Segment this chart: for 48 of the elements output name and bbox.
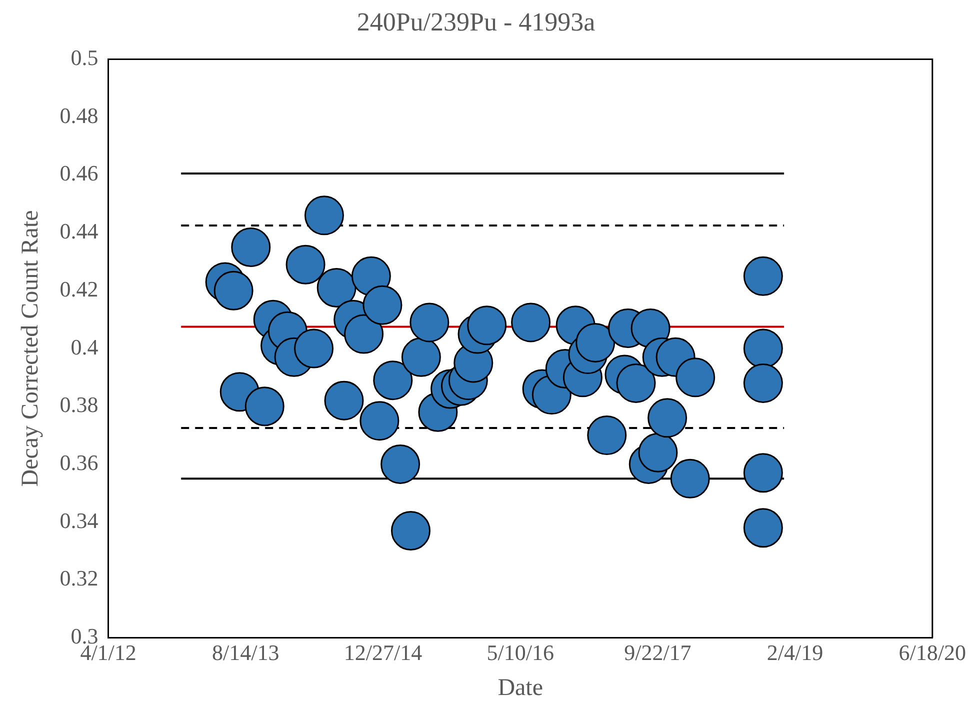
point (743, 508, 783, 548)
x-tick-label: 5/10/16 (486, 640, 554, 665)
point (294, 328, 334, 368)
point (401, 337, 441, 377)
y-axis-title: Decay Corrected Count Rate (18, 210, 44, 487)
y-tick-label: 0.5 (70, 44, 98, 70)
x-tick-label: 12/27/14 (344, 640, 422, 665)
x-axis-title: Date (498, 674, 543, 701)
point (373, 360, 413, 400)
y-tick-label: 0.48 (60, 102, 98, 128)
point (743, 256, 783, 296)
x-tick-label: 2/4/19 (766, 640, 824, 665)
point (743, 363, 783, 403)
point (380, 444, 420, 484)
point (410, 302, 450, 342)
point (324, 380, 364, 420)
x-tick-label: 8/14/13 (212, 640, 280, 665)
y-tick-label: 0.38 (60, 392, 98, 418)
y-tick-label: 0.36 (60, 450, 98, 475)
point (244, 386, 284, 426)
point (360, 401, 400, 441)
chart-title: 240Pu/239Pu - 41993a (356, 7, 596, 36)
point (576, 322, 616, 362)
point (670, 458, 710, 498)
y-tick-label: 0.44 (60, 218, 98, 244)
y-tick-label: 0.42 (60, 276, 98, 302)
point (587, 416, 627, 456)
point (231, 227, 271, 267)
point (362, 285, 402, 325)
point (316, 268, 356, 308)
point (648, 398, 688, 438)
y-tick-label: 0.4 (70, 334, 98, 360)
point (511, 302, 551, 342)
point (344, 314, 384, 354)
y-tick-label: 0.46 (60, 160, 98, 186)
point (304, 196, 344, 236)
point (467, 306, 507, 346)
x-tick-label: 9/22/17 (624, 640, 692, 665)
point (616, 363, 656, 403)
y-tick-label: 0.32 (60, 566, 98, 591)
x-tick-label: 6/18/20 (898, 640, 966, 665)
point (390, 511, 430, 551)
point (214, 270, 254, 310)
point (286, 244, 326, 284)
point (638, 432, 678, 472)
y-tick-label: 0.34 (60, 508, 98, 533)
point (743, 453, 783, 493)
point (676, 358, 716, 398)
